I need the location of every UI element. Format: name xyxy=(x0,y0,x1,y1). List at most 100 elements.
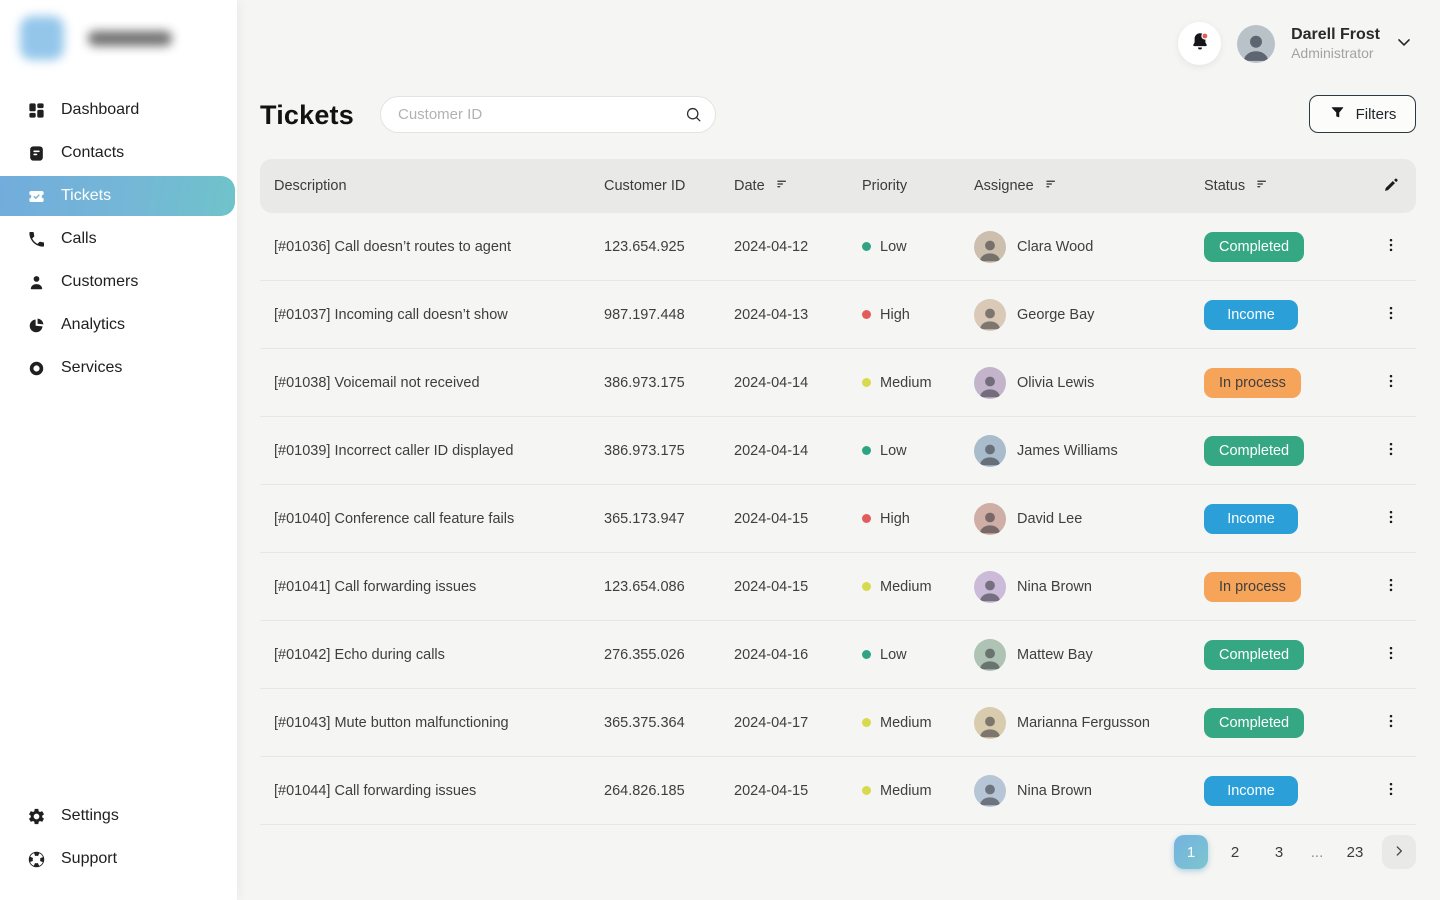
row-menu-button[interactable] xyxy=(1377,709,1405,737)
edit-columns-button[interactable] xyxy=(1376,171,1406,201)
sidebar-item-label: Customers xyxy=(61,273,139,290)
company-logo xyxy=(18,14,198,66)
priority-dot-icon xyxy=(862,650,871,659)
ticket-customer-id: 365.173.947 xyxy=(604,510,685,527)
row-actions xyxy=(1366,573,1416,601)
ticket-status: Income xyxy=(1204,299,1366,330)
row-actions xyxy=(1366,369,1416,397)
user-meta: Darell Frost Administrator xyxy=(1291,26,1380,60)
kebab-icon xyxy=(1382,372,1400,393)
assignee-name: Nina Brown xyxy=(1017,782,1092,799)
sort-icon[interactable] xyxy=(1043,176,1059,196)
sidebar-item-services[interactable]: Services xyxy=(0,348,237,388)
sidebar-item-analytics[interactable]: Analytics xyxy=(0,305,237,345)
sidebar-item-support[interactable]: Support xyxy=(0,839,237,879)
table-row: [#01042] Echo during calls 276.355.026 2… xyxy=(260,621,1416,689)
ticket-assignee: Marianna Fergusson xyxy=(974,706,1204,739)
page-button-3[interactable]: 3 xyxy=(1262,835,1296,869)
table-row: [#01041] Call forwarding issues 123.654.… xyxy=(260,553,1416,621)
status-badge: In process xyxy=(1204,571,1301,602)
ticket-customer-id: 264.826.185 xyxy=(604,782,685,799)
row-menu-button[interactable] xyxy=(1377,301,1405,329)
sidebar-item-settings[interactable]: Settings xyxy=(0,796,237,836)
ticket-date: 2024-04-13 xyxy=(734,306,809,323)
user-role: Administrator xyxy=(1291,44,1374,61)
ticket-description: [#01037] Incoming call doesn’t show xyxy=(274,306,508,323)
ticket-description: [#01041] Call forwarding issues xyxy=(274,578,477,595)
row-menu-button[interactable] xyxy=(1377,505,1405,533)
assignee-name: David Lee xyxy=(1017,510,1083,527)
ticket-description: [#01039] Incorrect caller ID displayed xyxy=(274,442,514,459)
ticket-icon xyxy=(27,187,46,206)
search-input[interactable] xyxy=(380,96,716,133)
ticket-assignee: Olivia Lewis xyxy=(974,366,1204,399)
row-menu-button[interactable] xyxy=(1377,573,1405,601)
page-button-1[interactable]: 1 xyxy=(1174,835,1208,869)
ticket-description: [#01038] Voicemail not received xyxy=(274,374,480,391)
chevron-right-icon xyxy=(1391,843,1407,862)
table-row: [#01043] Mute button malfunctioning 365.… xyxy=(260,689,1416,757)
ticket-status: In process xyxy=(1204,571,1366,602)
analytics-icon xyxy=(27,316,46,335)
contacts-icon xyxy=(27,144,46,163)
ticket-customer-id: 123.654.925 xyxy=(604,238,685,255)
priority-label: Low xyxy=(880,442,907,459)
filters-button[interactable]: Filters xyxy=(1309,95,1416,133)
status-badge: Completed xyxy=(1204,707,1305,738)
page-button-2[interactable]: 2 xyxy=(1218,835,1252,869)
sidebar-item-label: Settings xyxy=(61,807,119,824)
priority-dot-icon xyxy=(862,446,871,455)
assignee-avatar xyxy=(974,774,1006,807)
column-label: Assignee xyxy=(974,178,1034,194)
assignee-avatar xyxy=(974,434,1006,467)
sort-icon[interactable] xyxy=(1254,176,1270,196)
priority-label: High xyxy=(880,306,910,323)
ticket-assignee: David Lee xyxy=(974,502,1204,535)
user-avatar[interactable] xyxy=(1237,24,1276,63)
user-menu-button[interactable] xyxy=(1394,34,1414,54)
ticket-customer-id: 386.973.175 xyxy=(604,374,685,391)
row-menu-button[interactable] xyxy=(1377,641,1405,669)
ticket-priority: Medium xyxy=(862,715,974,731)
page-button-23[interactable]: 23 xyxy=(1338,835,1372,869)
column-header-date: Date xyxy=(734,176,862,196)
assignee-name: Mattew Bay xyxy=(1017,646,1093,663)
sort-icon[interactable] xyxy=(774,176,790,196)
assignee-name: Marianna Fergusson xyxy=(1017,714,1150,731)
sidebar-item-calls[interactable]: Calls xyxy=(0,219,237,259)
row-actions xyxy=(1366,233,1416,261)
status-badge: In process xyxy=(1204,367,1301,398)
ticket-status: Completed xyxy=(1204,707,1366,738)
row-menu-button[interactable] xyxy=(1377,437,1405,465)
services-icon xyxy=(27,359,46,378)
next-page-button[interactable] xyxy=(1382,835,1416,869)
row-menu-button[interactable] xyxy=(1377,369,1405,397)
ticket-date: 2024-04-16 xyxy=(734,646,809,663)
ticket-assignee: Nina Brown xyxy=(974,570,1204,603)
priority-label: Medium xyxy=(880,374,932,391)
search-box xyxy=(380,96,716,133)
ticket-priority: High xyxy=(862,307,974,323)
row-menu-button[interactable] xyxy=(1377,233,1405,261)
ticket-priority: Low xyxy=(862,443,974,459)
column-label: Status xyxy=(1204,178,1246,194)
priority-dot-icon xyxy=(862,242,871,251)
priority-label: High xyxy=(880,510,910,527)
ticket-status: Completed xyxy=(1204,231,1366,262)
ticket-customer-id: 386.973.175 xyxy=(604,442,685,459)
notifications-button[interactable] xyxy=(1178,22,1222,65)
sidebar-item-tickets[interactable]: Tickets xyxy=(0,176,235,216)
lifebuoy-icon xyxy=(27,850,46,869)
ticket-description: [#01040] Conference call feature fails xyxy=(274,510,515,527)
priority-dot-icon xyxy=(862,582,871,591)
sidebar-item-contacts[interactable]: Contacts xyxy=(0,133,237,173)
status-badge: Completed xyxy=(1204,639,1305,670)
customers-icon xyxy=(27,273,46,292)
ticket-status: Completed xyxy=(1204,639,1366,670)
row-menu-button[interactable] xyxy=(1377,777,1405,805)
user-name: Darell Frost xyxy=(1291,26,1380,44)
ticket-status: Completed xyxy=(1204,435,1366,466)
column-header-status: Status xyxy=(1204,176,1366,196)
sidebar-item-customers[interactable]: Customers xyxy=(0,262,237,302)
sidebar-item-dashboard[interactable]: Dashboard xyxy=(0,90,237,130)
